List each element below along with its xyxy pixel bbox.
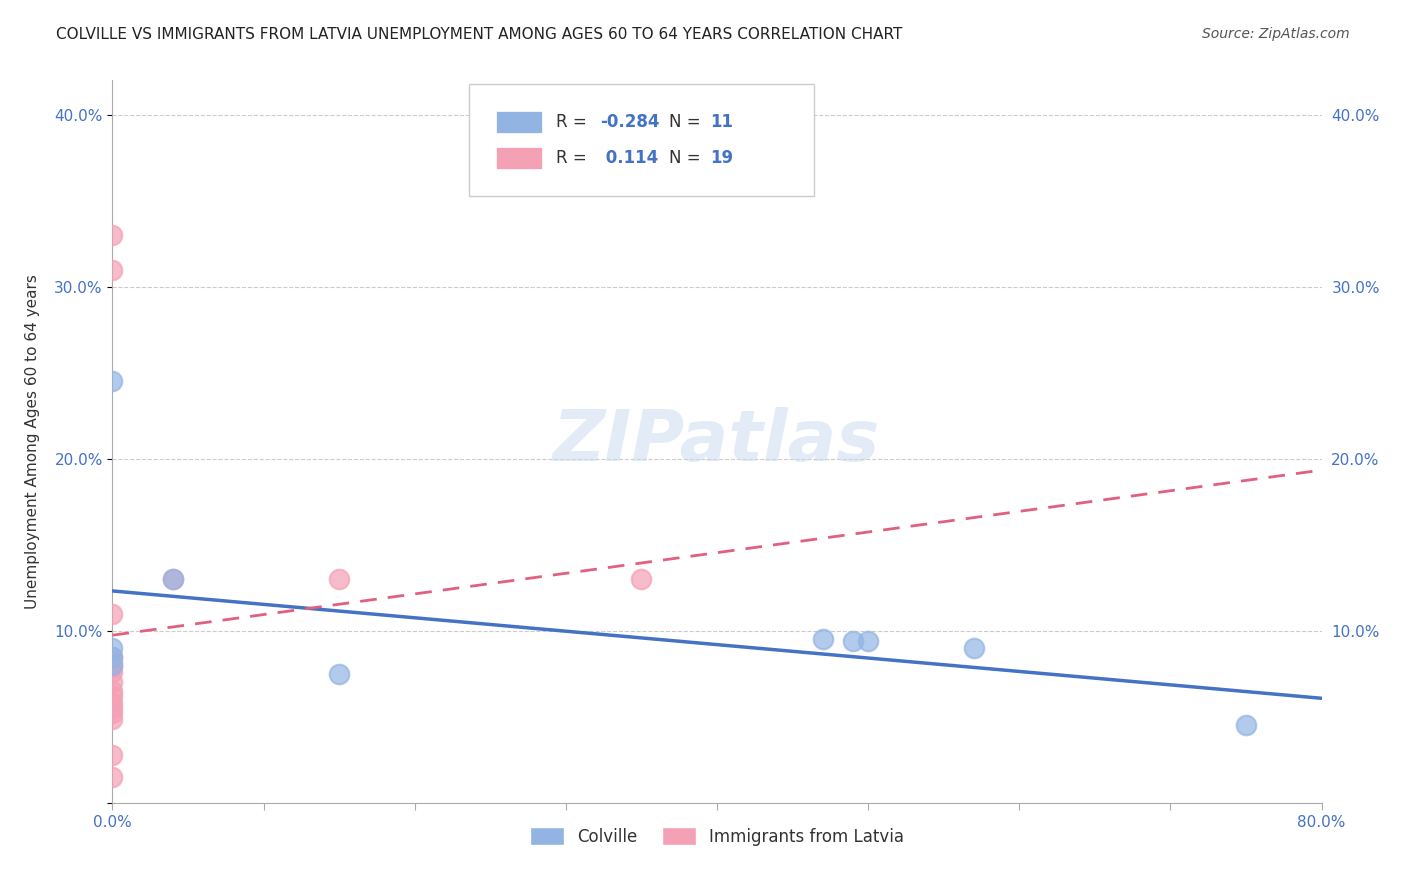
- Point: [856, 634, 880, 648]
- Point: [842, 634, 865, 648]
- Point: [328, 666, 350, 681]
- Text: N =: N =: [669, 149, 706, 168]
- Point: [630, 572, 652, 586]
- Point: [101, 228, 124, 243]
- Text: ZIPatlas: ZIPatlas: [554, 407, 880, 476]
- Point: [101, 675, 124, 690]
- Text: Source: ZipAtlas.com: Source: ZipAtlas.com: [1202, 27, 1350, 41]
- FancyBboxPatch shape: [496, 147, 541, 169]
- Text: R =: R =: [557, 149, 592, 168]
- Text: R =: R =: [557, 113, 592, 131]
- FancyBboxPatch shape: [470, 84, 814, 196]
- Legend: Colville, Immigrants from Latvia: Colville, Immigrants from Latvia: [523, 821, 911, 852]
- Text: N =: N =: [669, 113, 706, 131]
- Point: [162, 572, 184, 586]
- Point: [101, 696, 124, 710]
- Point: [101, 649, 124, 664]
- Text: 0.114: 0.114: [600, 149, 658, 168]
- Point: [101, 660, 124, 674]
- Point: [101, 655, 124, 669]
- FancyBboxPatch shape: [496, 112, 541, 133]
- Text: 19: 19: [710, 149, 733, 168]
- Point: [101, 689, 124, 703]
- Point: [101, 684, 124, 698]
- Point: [963, 640, 986, 655]
- Point: [101, 658, 124, 673]
- Text: 11: 11: [710, 113, 733, 131]
- Point: [1234, 718, 1257, 732]
- Point: [101, 649, 124, 664]
- Text: -0.284: -0.284: [600, 113, 659, 131]
- Point: [101, 640, 124, 655]
- Y-axis label: Unemployment Among Ages 60 to 64 years: Unemployment Among Ages 60 to 64 years: [25, 274, 41, 609]
- Point: [101, 712, 124, 726]
- Point: [101, 665, 124, 679]
- Point: [811, 632, 834, 647]
- Point: [101, 706, 124, 721]
- Point: [101, 701, 124, 715]
- Point: [101, 607, 124, 621]
- Point: [101, 747, 124, 762]
- Point: [101, 262, 124, 277]
- Point: [101, 375, 124, 389]
- Point: [162, 572, 184, 586]
- Point: [101, 770, 124, 784]
- Text: COLVILLE VS IMMIGRANTS FROM LATVIA UNEMPLOYMENT AMONG AGES 60 TO 64 YEARS CORREL: COLVILLE VS IMMIGRANTS FROM LATVIA UNEMP…: [56, 27, 903, 42]
- Point: [328, 572, 350, 586]
